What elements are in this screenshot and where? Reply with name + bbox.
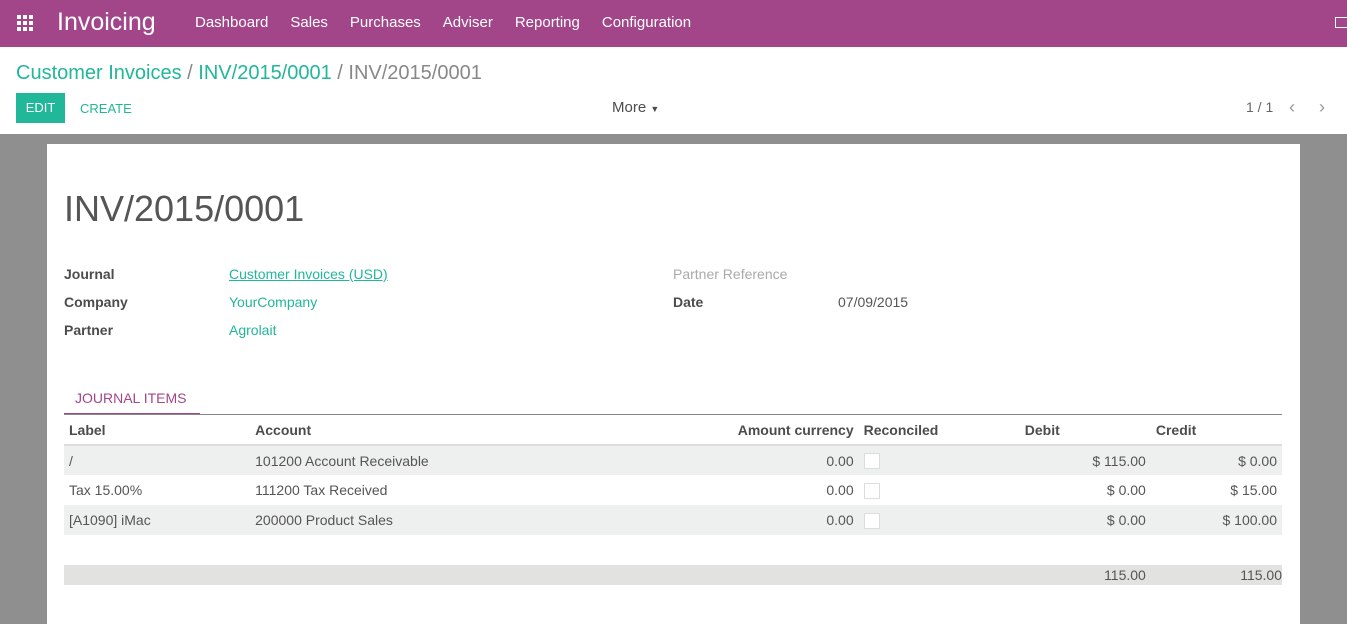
cell-account: 200000 Product Sales <box>250 505 622 535</box>
mail-icon[interactable] <box>1335 17 1347 28</box>
breadcrumb-customer-invoices[interactable]: Customer Invoices <box>16 62 182 84</box>
reconciled-checkbox[interactable] <box>863 453 880 470</box>
chevron-left-icon[interactable]: ‹ <box>1289 97 1295 117</box>
cell-label: / <box>64 445 251 475</box>
total-credit: 115.00 <box>1150 565 1282 585</box>
col-debit[interactable]: Debit <box>1019 415 1151 446</box>
app-title: Invoicing <box>57 8 156 36</box>
cell-amount: 0.00 <box>621 445 859 475</box>
reconciled-checkbox[interactable] <box>863 512 880 529</box>
more-dropdown[interactable]: More ▼ <box>612 99 659 116</box>
cell-label: [A1090] iMac <box>64 505 251 535</box>
partner-reference-label: Partner Reference <box>673 266 788 282</box>
cell-credit: $ 15.00 <box>1230 482 1277 498</box>
form-sheet: INV/2015/0001 Journal Customer Invoices … <box>47 144 1300 624</box>
col-label[interactable]: Label <box>64 415 251 446</box>
reconciled-checkbox[interactable] <box>863 482 880 499</box>
spacer-row <box>64 535 1282 565</box>
menu-configuration[interactable]: Configuration <box>601 14 692 31</box>
col-amount-currency[interactable]: Amount currency <box>621 415 859 446</box>
breadcrumb-invoice[interactable]: INV/2015/0001 <box>198 62 332 84</box>
cell-reconciled <box>858 445 1020 475</box>
company-link[interactable]: YourCompany <box>229 294 318 310</box>
chevron-right-icon[interactable]: › <box>1319 97 1325 117</box>
menu-purchases[interactable]: Purchases <box>349 14 421 31</box>
total-debit: 115.00 <box>1019 565 1151 585</box>
top-navbar: Invoicing Dashboard Sales Purchases Advi… <box>0 0 1347 47</box>
apps-grid-icon[interactable] <box>17 15 35 31</box>
col-account[interactable]: Account <box>250 415 622 446</box>
col-reconciled[interactable]: Reconciled <box>858 415 1020 446</box>
cell-debit: $ 115.00 <box>1019 445 1151 475</box>
table-row[interactable]: [A1090] iMac 200000 Product Sales 0.00 $… <box>64 505 1282 535</box>
tab-journal-items[interactable]: JOURNAL ITEMS <box>64 383 200 415</box>
table-row[interactable]: / 101200 Account Receivable 0.00 $ 115.0… <box>64 445 1282 475</box>
cell-debit: $ 0.00 <box>1106 482 1146 498</box>
create-button[interactable]: CREATE <box>80 101 132 116</box>
more-label: More <box>612 99 647 116</box>
journal-items-table: Label Account Amount currency Reconciled… <box>64 415 1282 585</box>
caret-down-icon: ▼ <box>650 104 660 114</box>
menu-sales[interactable]: Sales <box>290 14 328 31</box>
tab-divider <box>64 414 1282 415</box>
table-row[interactable]: Tax 15.00% 111200 Tax Received 0.00 $ 0.… <box>64 475 1282 505</box>
cell-account: 101200 Account Receivable <box>250 445 622 475</box>
control-panel: Customer Invoices / INV/2015/0001 / INV/… <box>0 47 1347 134</box>
edit-button[interactable]: EDIT <box>16 93 65 123</box>
partner-label: Partner <box>64 322 114 338</box>
cell-reconciled <box>859 475 1020 505</box>
pager-value: 1 / 1 <box>1246 99 1274 115</box>
menu-adviser[interactable]: Adviser <box>442 14 493 31</box>
cell-credit: $ 100.00 <box>1150 505 1282 535</box>
partner-link[interactable]: Agrolait <box>229 322 277 338</box>
menu-reporting[interactable]: Reporting <box>514 14 580 31</box>
cell-credit: $ 0.00 <box>1150 445 1282 475</box>
date-value: 07/09/2015 <box>838 294 909 310</box>
cell-debit: $ 0.00 <box>1019 505 1151 535</box>
date-label: Date <box>673 294 704 310</box>
col-credit[interactable]: Credit <box>1150 415 1282 446</box>
cell-amount: 0.00 <box>826 482 854 498</box>
menu-dashboard[interactable]: Dashboard <box>195 14 269 31</box>
cell-amount: 0.00 <box>621 505 859 535</box>
breadcrumb-current: INV/2015/0001 <box>348 62 482 84</box>
company-label: Company <box>64 294 128 310</box>
totals-row: 115.00 115.00 <box>64 565 1282 585</box>
invoice-title: INV/2015/0001 <box>64 188 305 229</box>
journal-label: Journal <box>64 266 115 282</box>
cell-reconciled <box>858 505 1020 535</box>
table-header: Label Account Amount currency Reconciled… <box>64 415 1282 446</box>
journal-link[interactable]: Customer Invoices (USD) <box>229 266 388 282</box>
breadcrumb: Customer Invoices / INV/2015/0001 / INV/… <box>16 62 482 84</box>
cell-label: Tax 15.00% <box>69 482 143 498</box>
cell-account: 111200 Tax Received <box>255 482 388 498</box>
